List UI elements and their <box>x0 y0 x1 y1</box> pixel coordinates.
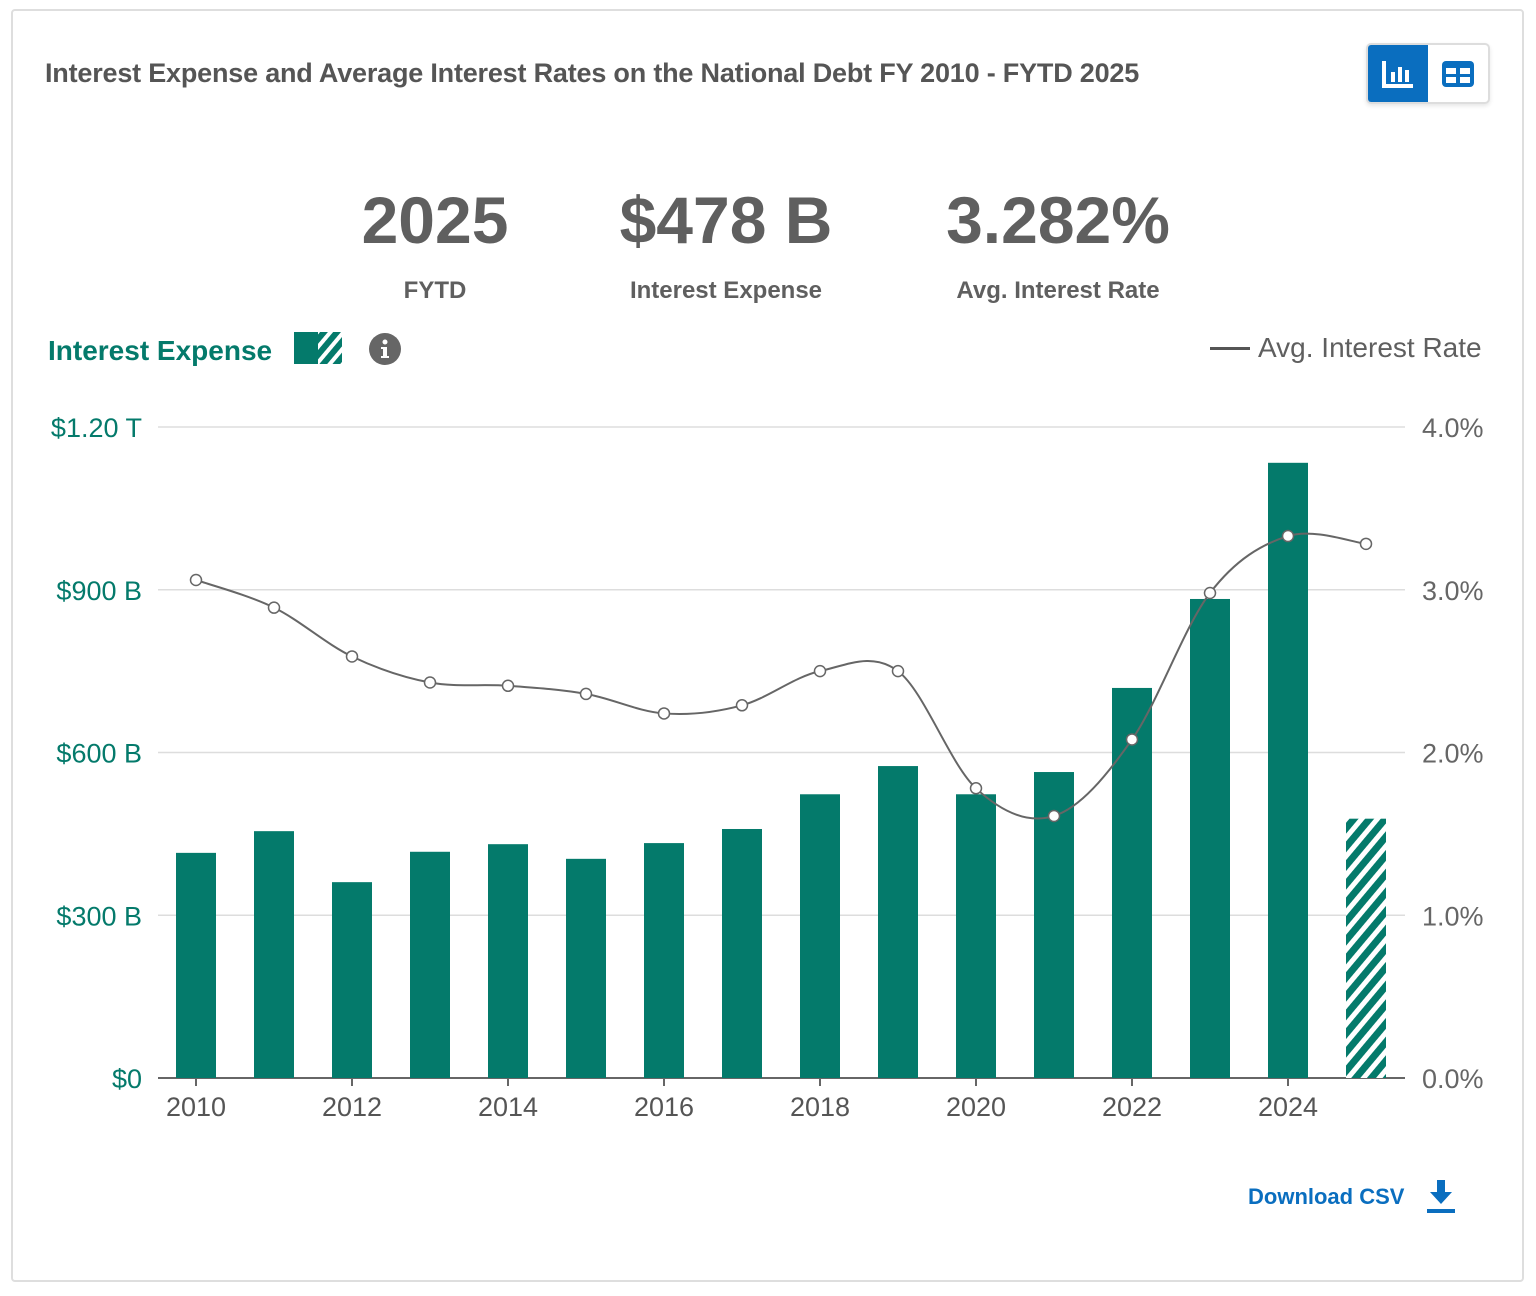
rate-point-2018 <box>813 664 827 678</box>
x-tick-label: 2024 <box>1258 1092 1318 1122</box>
bar-2013 <box>410 851 450 1078</box>
left-tick-label: $900 B <box>56 576 142 606</box>
chart-view-button[interactable] <box>1368 45 1428 102</box>
rate-point-2022 <box>1125 733 1139 746</box>
stat-label: FYTD <box>403 277 467 304</box>
stat-label: Avg. Interest Rate <box>956 277 1160 304</box>
rate-point-2014 <box>501 679 515 693</box>
rate-point-2016 <box>657 707 671 720</box>
right-tick-label: 3.0% <box>1422 576 1484 606</box>
bar-2018 <box>800 794 840 1078</box>
download-icon <box>1427 1180 1456 1213</box>
bar-2019 <box>878 766 918 1078</box>
right-tick-label: 1.0% <box>1422 901 1484 931</box>
legend-label: Interest Expense <box>48 335 273 366</box>
bar-2010 <box>176 852 216 1078</box>
download-csv-button[interactable]: Download CSV <box>1248 1180 1456 1214</box>
rate-point-2013 <box>423 676 437 689</box>
rate-point-2025 <box>1359 537 1373 551</box>
x-tick-label: 2014 <box>478 1092 538 1122</box>
x-tick-label: 2018 <box>790 1092 850 1122</box>
right-tick-label: 2.0% <box>1422 739 1484 769</box>
left-tick-label: $1.20 T <box>51 413 142 443</box>
chart-title: Interest Expense and Average Interest Ra… <box>45 58 1140 88</box>
legend-interest-expense: Interest Expense <box>48 332 402 367</box>
bar-2020 <box>956 794 996 1078</box>
legend-avg-rate: Avg. Interest Rate <box>1210 332 1482 364</box>
rate-point-2017 <box>735 699 749 712</box>
bar-2023 <box>1190 598 1230 1078</box>
right-tick-label: 0.0% <box>1422 1064 1484 1094</box>
left-tick-label: $300 B <box>56 901 142 931</box>
left-tick-label: $0 <box>112 1064 142 1094</box>
download-label: Download CSV <box>1248 1184 1405 1209</box>
legend-label: Avg. Interest Rate <box>1258 332 1482 363</box>
bar-2014 <box>488 844 528 1078</box>
line-swatch-icon <box>1210 346 1250 350</box>
bar-2011 <box>254 831 294 1078</box>
x-tick-label: 2010 <box>166 1092 226 1122</box>
info-icon[interactable] <box>368 332 402 366</box>
stat-value: $478 B <box>619 183 833 257</box>
bar-2017 <box>722 828 762 1078</box>
x-tick-label: 2012 <box>322 1092 382 1122</box>
bar-2015 <box>566 858 606 1078</box>
bar-2024 <box>1268 462 1308 1078</box>
stat-value: 3.282% <box>946 183 1170 257</box>
stat-avg-rate: 3.282% Avg. Interest Rate <box>946 187 1170 305</box>
rate-point-2021 <box>1047 809 1061 823</box>
legend-swatch-icon <box>293 332 342 364</box>
rate-point-2020 <box>969 782 983 795</box>
rate-point-2011 <box>267 601 281 614</box>
x-tick-label: 2022 <box>1102 1092 1162 1122</box>
rate-point-2023 <box>1203 586 1217 600</box>
rate-point-2012 <box>345 650 359 663</box>
stat-label: Interest Expense <box>629 277 823 304</box>
stat-interest-expense: $478 B Interest Expense <box>620 187 833 305</box>
table-view-button[interactable] <box>1428 45 1488 102</box>
bar-2021 <box>1034 772 1074 1078</box>
view-toggle <box>1366 43 1490 104</box>
rate-point-2010 <box>189 573 203 587</box>
bar-2012 <box>332 882 372 1078</box>
left-tick-label: $600 B <box>56 739 142 769</box>
rate-point-2019 <box>891 664 905 678</box>
right-tick-label: 4.0% <box>1422 413 1484 443</box>
stat-year: 2025 FYTD <box>362 187 509 305</box>
bar-2025 <box>1346 818 1386 1078</box>
rate-point-2024 <box>1281 529 1295 543</box>
x-tick-label: 2016 <box>634 1092 694 1122</box>
bar-chart-icon <box>1382 60 1413 88</box>
x-tick-label: 2020 <box>946 1092 1006 1122</box>
table-icon <box>1442 60 1474 87</box>
stat-value: 2025 <box>361 183 509 257</box>
bar-2022 <box>1112 687 1152 1078</box>
rate-point-2015 <box>579 687 593 701</box>
chart-card <box>11 9 1524 1282</box>
bar-2016 <box>644 843 684 1078</box>
